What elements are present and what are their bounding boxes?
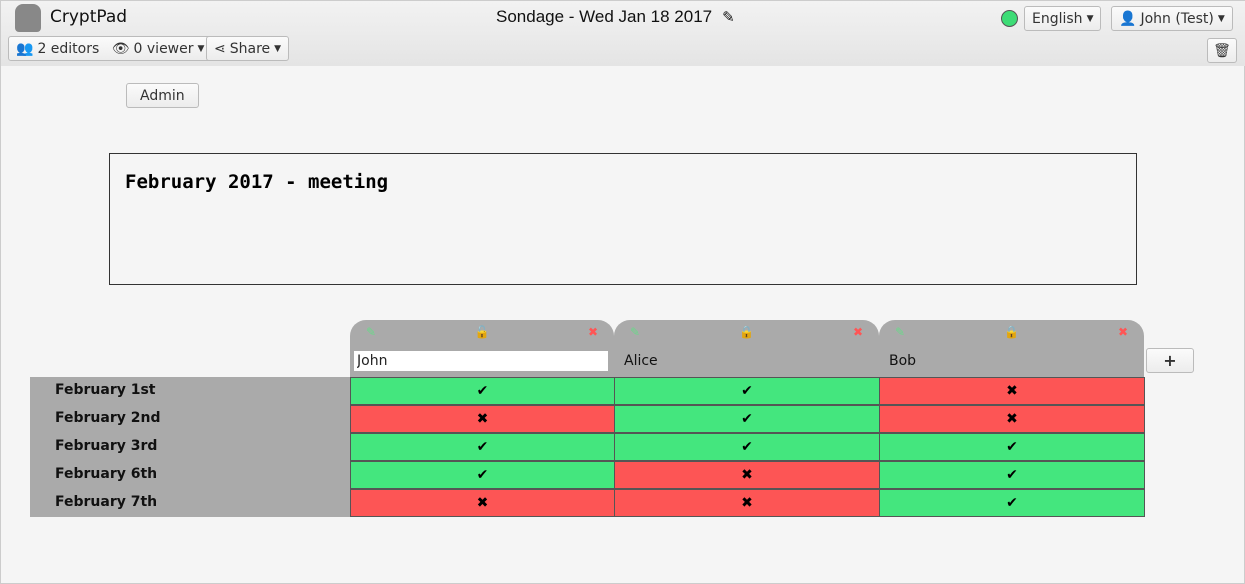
vote-cell: ✔ — [879, 433, 1145, 461]
language-label: English — [1032, 10, 1083, 27]
edit-icon[interactable]: ✎ — [366, 325, 377, 339]
vote-cell: ✖ — [614, 489, 880, 517]
user-icon: 👤 — [1119, 10, 1137, 27]
eye-icon: 👁 — [111, 40, 130, 57]
check-icon: ✔ — [476, 467, 489, 483]
column-header: ✎ 🔒 ✖ Alice — [614, 320, 879, 377]
check-icon: ✔ — [741, 411, 753, 427]
caret-down-icon: ▼ — [1086, 13, 1094, 24]
vote-cell: ✔ — [614, 377, 880, 405]
caret-down-icon: ▼ — [1217, 13, 1225, 24]
users-button[interactable]: 👥 2 editors 👁 0 viewer ▼ — [8, 36, 213, 61]
user-menu-button[interactable]: 👤 John (Test) ▼ — [1111, 6, 1233, 31]
lock-icon[interactable]: 🔒 — [1004, 325, 1019, 339]
add-column-button[interactable]: + — [1146, 348, 1194, 373]
edit-icon[interactable]: ✎ — [895, 325, 906, 339]
caret-down-icon: ▼ — [274, 43, 282, 54]
cross-icon: ✖ — [741, 467, 753, 483]
check-icon: ✔ — [476, 439, 489, 455]
connection-status-indicator — [1001, 10, 1018, 27]
editors-count: 2 editors — [37, 40, 100, 57]
vote-cell: ✖ — [614, 461, 880, 489]
lock-icon[interactable]: 🔒 — [739, 325, 754, 339]
vote-cell[interactable]: ✖ — [350, 405, 615, 433]
cryptpad-logo-icon — [15, 4, 41, 32]
cross-icon: ✖ — [476, 411, 489, 427]
share-label: Share — [229, 40, 271, 57]
user-label: John (Test) — [1140, 10, 1214, 27]
viewers-count: 0 viewer — [133, 40, 194, 57]
vote-cell: ✖ — [879, 377, 1145, 405]
vote-cell: ✖ — [879, 405, 1145, 433]
plus-icon: + — [1163, 351, 1177, 370]
remove-column-icon[interactable]: ✖ — [852, 325, 863, 339]
caret-down-icon: ▼ — [197, 43, 205, 54]
vote-cell[interactable]: ✔ — [350, 433, 615, 461]
remove-column-icon[interactable]: ✖ — [587, 325, 598, 339]
users-icon: 👥 — [16, 40, 34, 57]
column-name-input[interactable] — [354, 351, 608, 371]
check-icon: ✔ — [741, 439, 753, 455]
pad-title-text: Sondage - Wed Jan 18 2017 — [496, 7, 713, 26]
share-button[interactable]: ⋖ Share ▼ — [206, 36, 290, 61]
share-icon: ⋖ — [214, 40, 226, 57]
vote-cell: ✔ — [879, 489, 1145, 517]
trash-button[interactable]: 🗑 — [1207, 38, 1237, 63]
row-label: February 6th — [30, 461, 350, 489]
unlock-icon[interactable]: 🔓 — [474, 325, 490, 339]
vote-cell: ✔ — [614, 405, 880, 433]
app-name: CryptPad — [50, 7, 128, 27]
pad-title[interactable]: Sondage - Wed Jan 18 2017 ✎ — [496, 7, 735, 27]
check-icon: ✔ — [476, 383, 489, 399]
vote-cell: ✔ — [879, 461, 1145, 489]
column-name: Alice — [624, 353, 658, 369]
row-label: February 2nd — [30, 405, 350, 433]
column-header: ✎ 🔓 ✖ — [350, 320, 614, 377]
trash-icon: 🗑 — [1213, 42, 1231, 59]
cross-icon: ✖ — [1006, 383, 1018, 399]
row-label: February 1st — [30, 377, 350, 405]
pencil-icon[interactable]: ✎ — [722, 9, 735, 26]
vote-cell[interactable]: ✔ — [350, 377, 615, 405]
language-select[interactable]: English ▼ — [1024, 6, 1102, 31]
column-name: Bob — [889, 353, 917, 369]
vote-cell[interactable]: ✔ — [350, 461, 615, 489]
admin-button[interactable]: Admin — [126, 83, 199, 108]
poll-description-editor[interactable]: February 2017 - meeting — [109, 153, 1137, 285]
check-icon: ✔ — [741, 383, 753, 399]
row-label: February 7th — [30, 489, 350, 517]
cross-icon: ✖ — [476, 495, 489, 511]
column-header: ✎ 🔒 ✖ Bob — [879, 320, 1144, 377]
edit-icon[interactable]: ✎ — [630, 325, 641, 339]
vote-cell[interactable]: ✖ — [350, 489, 615, 517]
toolbar: CryptPad Sondage - Wed Jan 18 2017 ✎ 👥 2 e… — [1, 1, 1245, 66]
check-icon: ✔ — [1006, 467, 1018, 483]
check-icon: ✔ — [1006, 495, 1018, 511]
cross-icon: ✖ — [741, 495, 753, 511]
vote-cell: ✔ — [614, 433, 880, 461]
row-label: February 3rd — [30, 433, 350, 461]
check-icon: ✔ — [1006, 439, 1018, 455]
remove-column-icon[interactable]: ✖ — [1117, 325, 1128, 339]
cross-icon: ✖ — [1006, 411, 1018, 427]
